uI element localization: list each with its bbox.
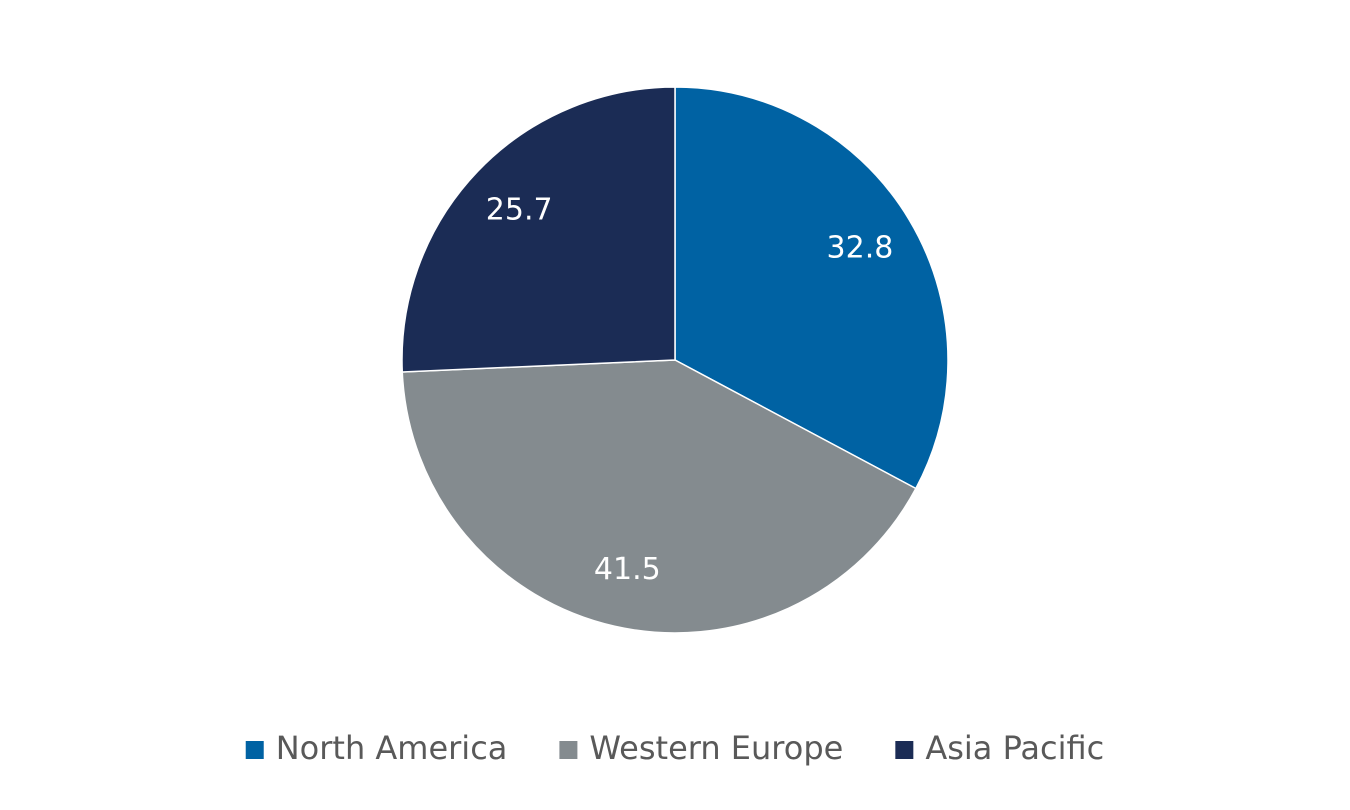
data-label: 25.7	[486, 192, 553, 227]
legend-label: Asia Pacific	[925, 729, 1104, 767]
data-label: 32.8	[827, 231, 894, 266]
legend-label: North America	[276, 729, 508, 767]
pie-slice	[401, 359, 917, 634]
legend-marker	[895, 741, 914, 759]
pie-slice	[674, 86, 949, 490]
legend-label: Western Europe	[589, 729, 843, 767]
legend-marker	[559, 741, 578, 759]
legend-marker	[245, 741, 264, 759]
data-label: 41.5	[594, 552, 661, 587]
pie-slice	[401, 86, 676, 373]
